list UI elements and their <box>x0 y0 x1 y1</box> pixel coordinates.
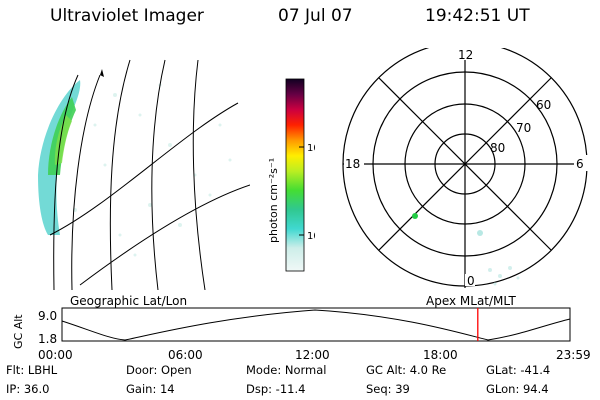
x-tick-0600: 06:00 <box>168 348 203 362</box>
emission-specks-bottom <box>488 266 520 286</box>
info-gc-alt: GC Alt: 4.0 Re <box>366 363 447 377</box>
y-axis-label: GC Alt <box>12 314 25 349</box>
lat-label-70: 70 <box>516 121 531 135</box>
emission-speck <box>477 230 483 236</box>
geographic-grid-lines <box>49 59 250 290</box>
aurora-point <box>412 213 418 219</box>
mlt-label-12: 12 <box>458 48 473 62</box>
altitude-timeline: 9.0 1.8 GC Alt 00:00 06:00 12:00 18:00 2… <box>12 307 591 362</box>
timeline-left-title: Geographic Lat/Lon <box>70 294 188 308</box>
altitude-curve <box>61 309 571 341</box>
info-door: Door: Open <box>126 363 192 377</box>
x-tick-1200: 12:00 <box>295 348 330 362</box>
geographic-image-panel <box>38 59 250 290</box>
sun-direction-marker <box>100 69 104 77</box>
x-tick-1800: 18:00 <box>423 348 458 362</box>
timeline-right-title: Apex MLat/MLT <box>426 294 516 308</box>
info-filter: Flt: LBHL <box>6 363 58 377</box>
date-label: 07 Jul 07 <box>278 6 353 26</box>
mlt-label-6: 6 <box>576 157 584 171</box>
colorbar-units-label: photon cm⁻²s⁻¹ <box>267 158 280 243</box>
timeline-frame <box>61 307 571 342</box>
info-gain: Gain: 14 <box>126 382 175 396</box>
y-tick-min: 1.8 <box>38 332 57 346</box>
info-glon: GLon: 94.4 <box>486 382 549 396</box>
color-scale <box>285 78 305 272</box>
instrument-title: Ultraviolet Imager <box>50 6 204 26</box>
lat-label-60: 60 <box>536 98 551 112</box>
x-tick-0000: 00:00 <box>38 348 73 362</box>
info-mode: Mode: Normal <box>246 363 327 377</box>
lat-label-80: 80 <box>490 141 505 155</box>
polar-plot: 12 18 6 0 60 70 80 <box>342 48 588 288</box>
info-ip: IP: 36.0 <box>6 382 50 396</box>
info-glat: GLat: -41.4 <box>486 363 551 377</box>
colorbar-tick-10: 10 <box>307 231 315 242</box>
time-label: 19:42:51 UT <box>425 6 530 26</box>
colorbar-tick-100: 100 <box>307 143 315 154</box>
info-seq: Seq: 39 <box>366 382 410 396</box>
x-tick-2359: 23:59 <box>556 348 591 362</box>
color-bar: 100 10 photon cm⁻²s⁻¹ <box>267 78 315 272</box>
info-dsp: Dsp: -11.4 <box>246 382 306 396</box>
y-tick-max: 9.0 <box>38 309 57 323</box>
mlt-label-18: 18 <box>345 157 360 171</box>
mlt-label-0: 0 <box>467 274 475 288</box>
